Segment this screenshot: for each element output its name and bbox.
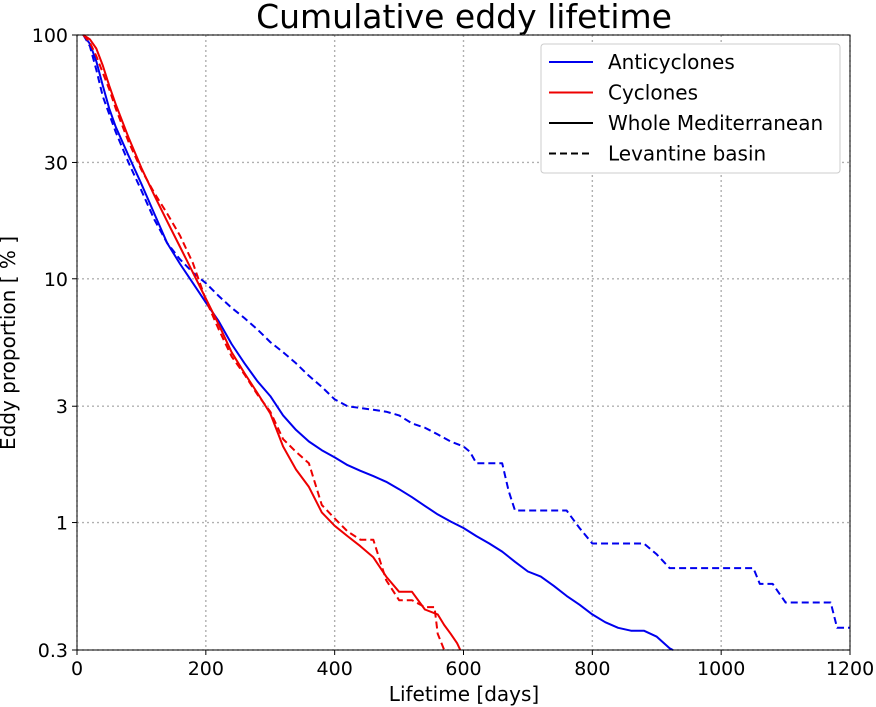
x-tick-label: 0 xyxy=(71,658,83,680)
y-tick-label: 100 xyxy=(32,25,68,47)
x-tick-label: 200 xyxy=(188,658,224,680)
axis-ticks: 0 200 400 600 800 1000 1200 0.3 1 3 10 30 100 xyxy=(32,25,874,680)
x-tick-label: 1200 xyxy=(826,658,874,680)
y-axis-label: Eddy proportion [ % ] xyxy=(0,236,20,450)
chart-title: Cumulative eddy lifetime xyxy=(256,0,672,36)
legend-label: Cyclones xyxy=(608,81,698,105)
plot-series xyxy=(82,34,850,651)
y-tick-label: 30 xyxy=(44,152,68,174)
x-tick-label: 800 xyxy=(574,658,610,680)
series-line xyxy=(82,34,674,651)
series-line xyxy=(82,34,446,651)
y-tick-label: 1 xyxy=(56,513,68,535)
legend-label: Anticyclones xyxy=(608,50,735,74)
x-tick-label: 1000 xyxy=(697,658,745,680)
legend-box xyxy=(540,43,841,174)
y-tick-label: 0.3 xyxy=(38,640,68,662)
legend-label: Whole Mediterranean xyxy=(608,111,823,135)
legend-label: Levantine basin xyxy=(608,142,766,166)
x-axis-label: Lifetime [days] xyxy=(389,682,539,706)
y-tick-label: 3 xyxy=(56,396,68,418)
x-tick-label: 600 xyxy=(445,658,481,680)
x-tick-label: 400 xyxy=(317,658,353,680)
y-tick-label: 10 xyxy=(44,269,68,291)
series-line xyxy=(82,34,850,629)
legend: Anticyclones Cyclones Whole Mediterranean L… xyxy=(540,43,841,174)
